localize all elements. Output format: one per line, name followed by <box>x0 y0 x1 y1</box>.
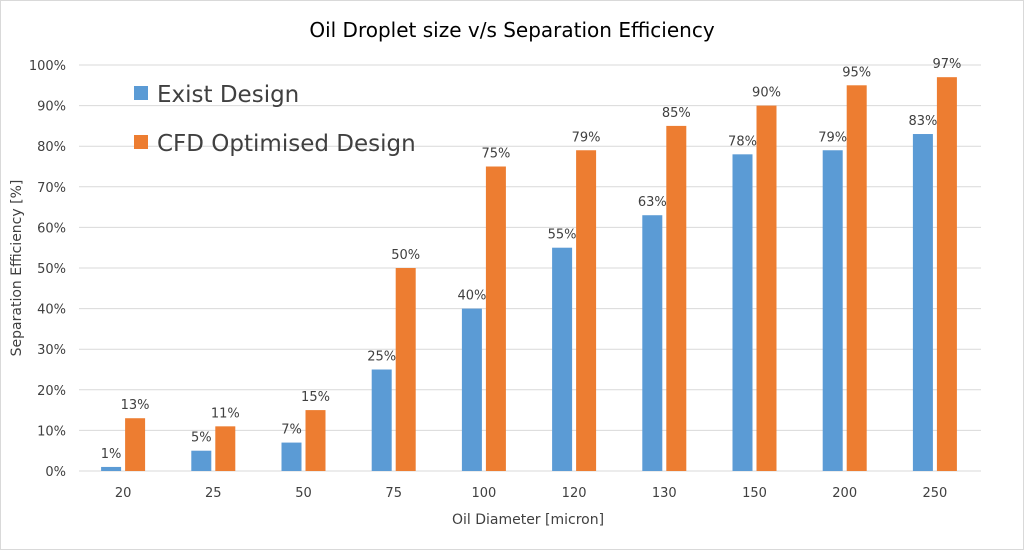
bar <box>846 85 867 472</box>
x-tick-label: 130 <box>652 486 677 501</box>
data-label: 1% <box>101 447 122 462</box>
legend-label: Exist Design <box>157 82 299 108</box>
bar <box>305 410 326 471</box>
bar <box>371 369 392 471</box>
x-tick-label: 250 <box>922 486 947 501</box>
bar <box>822 150 843 471</box>
data-label: 75% <box>481 147 510 162</box>
data-label: 95% <box>842 65 871 80</box>
data-label: 15% <box>301 390 330 405</box>
y-tick-label: 30% <box>37 343 66 358</box>
data-label: 11% <box>211 406 240 421</box>
y-tick-label: 10% <box>37 424 66 439</box>
data-label: 50% <box>391 248 420 263</box>
y-tick-label: 80% <box>37 140 66 155</box>
x-tick-label: 50 <box>295 486 312 501</box>
x-tick-label: 100 <box>471 486 496 501</box>
data-label: 13% <box>121 398 150 413</box>
data-label: 97% <box>932 57 961 72</box>
x-tick-label: 25 <box>205 486 222 501</box>
bar <box>576 150 597 471</box>
x-tick-label: 120 <box>562 486 587 501</box>
bar <box>125 418 146 471</box>
bar <box>101 466 122 471</box>
bar <box>642 215 663 471</box>
x-axis-label: Oil Diameter [micron] <box>452 512 604 528</box>
y-tick-label: 90% <box>37 100 66 115</box>
data-label: 63% <box>638 195 667 210</box>
data-label: 40% <box>457 289 486 304</box>
data-label: 79% <box>572 130 601 145</box>
data-label: 79% <box>818 130 847 145</box>
data-label: 5% <box>191 431 212 446</box>
data-label: 78% <box>728 134 757 149</box>
data-label: 25% <box>367 350 396 365</box>
bar <box>461 308 482 471</box>
y-tick-label: 60% <box>37 221 66 236</box>
y-tick-label: 100% <box>29 59 66 74</box>
bar <box>191 450 212 471</box>
data-label: 83% <box>908 114 937 129</box>
y-tick-label: 70% <box>37 181 66 196</box>
x-tick-label: 75 <box>385 486 402 501</box>
legend-swatch <box>134 86 148 100</box>
y-tick-label: 0% <box>45 465 66 480</box>
bar <box>912 134 933 471</box>
y-tick-label: 20% <box>37 384 66 399</box>
legend-swatch <box>134 135 148 149</box>
x-tick-label: 200 <box>832 486 857 501</box>
data-label: 7% <box>281 423 302 438</box>
bar <box>281 442 302 471</box>
bar <box>666 125 687 472</box>
bar <box>936 77 957 472</box>
bar <box>485 166 506 471</box>
bar <box>215 426 236 471</box>
x-tick-label: 20 <box>115 486 132 501</box>
legend-label: CFD Optimised Design <box>157 131 416 157</box>
bar <box>756 105 777 471</box>
chart-title: Oil Droplet size v/s Separation Efficien… <box>309 18 714 42</box>
bar <box>732 154 753 471</box>
y-axis-label: Separation Efficiency [%] <box>9 180 25 357</box>
y-tick-label: 50% <box>37 262 66 277</box>
data-label: 85% <box>662 106 691 121</box>
bar <box>552 247 573 471</box>
bar <box>395 268 416 471</box>
x-tick-label: 150 <box>742 486 767 501</box>
data-label: 90% <box>752 86 781 101</box>
y-tick-label: 40% <box>37 303 66 318</box>
data-label: 55% <box>548 228 577 243</box>
